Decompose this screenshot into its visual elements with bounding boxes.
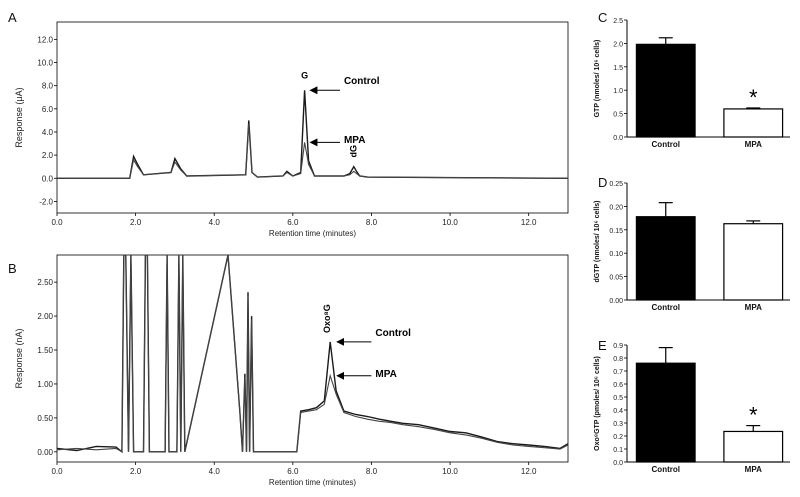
- y-tick-label: 10.0: [37, 59, 53, 68]
- panel-c: 0.0 0.5 1.0 1.5 2.0 2.5 Control MPA * GTP (nmoles…: [594, 18, 790, 149]
- y-tick-label: 6.0: [42, 105, 54, 114]
- x-tick-label: 2.0: [130, 218, 142, 227]
- y-tick-label: 2.0: [613, 41, 623, 48]
- x-tick-label: MPA: [745, 303, 762, 312]
- y-tick-label: 0.0: [613, 460, 623, 467]
- series-line-control: [57, 90, 568, 179]
- y-tick-label: 2.50: [37, 278, 53, 287]
- x-tick-label: Control: [652, 303, 680, 312]
- bar-mpa: [723, 223, 784, 301]
- x-tick-label: 12.0: [521, 467, 537, 476]
- y-tick-label: 0.0: [613, 135, 623, 142]
- x-tick-label: 8.0: [366, 467, 378, 476]
- y-tick-label: 0.5: [613, 112, 623, 119]
- annotation-label: Control: [375, 328, 411, 339]
- x-tick-label: 2.0: [130, 467, 142, 476]
- x-tick-label: 10.0: [442, 218, 458, 227]
- y-tick-label: 0.1: [613, 447, 623, 454]
- panel-a: -2.0 0.0 2.0 4.0 6.0 8.0 10.0 12.0 0.0 2.0 4.0 6.0 8…: [8, 10, 569, 238]
- bar-mpa: [723, 430, 784, 463]
- y-axis-label: Response (nA): [14, 328, 24, 388]
- y-tick-label: 2.0: [42, 151, 54, 160]
- y-tick-label: 0.15: [609, 228, 623, 235]
- panel-label-c: C: [598, 10, 607, 25]
- series-line-mpa: [57, 123, 568, 179]
- x-tick-label: 12.0: [521, 218, 537, 227]
- y-tick-label: 0.2: [613, 434, 623, 441]
- y-tick-label: 1.50: [37, 346, 53, 355]
- y-tick-label: 0.00: [609, 298, 623, 305]
- plot-frame: [56, 254, 569, 463]
- y-tick-label: 2.5: [613, 18, 623, 25]
- x-tick-label: Control: [652, 140, 680, 149]
- x-tick-label: 4.0: [209, 218, 221, 227]
- x-tick-label: 0.0: [51, 218, 63, 227]
- y-tick-label: 1.5: [613, 65, 623, 72]
- x-tick-label: 0.0: [51, 467, 63, 476]
- y-tick-label: -2.0: [39, 197, 53, 206]
- y-tick-label: 0.0: [42, 174, 54, 183]
- bar-mpa: [723, 108, 784, 138]
- x-tick-label: 10.0: [442, 467, 458, 476]
- y-tick-label: 0.4: [613, 408, 623, 415]
- x-tick-label: Control: [652, 465, 680, 474]
- peak-label: dG: [349, 145, 359, 158]
- plot-frame: [56, 21, 569, 214]
- panel-label-d: D: [598, 175, 607, 190]
- panel-e: 0.0 0.1 0.2 0.3 0.4 0.5 0.6 0.7 0.8 0.9 Control MPA…: [594, 343, 790, 474]
- x-tick-label: 6.0: [287, 218, 299, 227]
- peak-label: Oxo⁸G: [322, 304, 332, 333]
- y-tick-label: 0.7: [613, 369, 623, 376]
- panel-b: 0.00 0.50 1.00 1.50 2.00 2.50 0.0 2.0 4.0 6.0 8.0 1…: [8, 254, 569, 487]
- annotation-label: MPA: [344, 135, 365, 146]
- y-tick-label: 0.8: [613, 356, 623, 363]
- annotation-label: Control: [344, 76, 380, 87]
- x-axis-label: Retention time (minutes): [269, 229, 356, 238]
- x-tick-label: 6.0: [287, 467, 299, 476]
- y-tick-label: 1.0: [613, 88, 623, 95]
- y-axis-label: Oxo⁸GTP (pmoles/ 10⁶ cells): [594, 356, 601, 451]
- y-axis-label: Response (μA): [14, 87, 24, 147]
- y-tick-label: 0.9: [613, 343, 623, 350]
- peak-label: G: [301, 71, 308, 81]
- y-axis-label: dGTP (nmoles/ 10⁶ cells): [594, 200, 601, 282]
- y-tick-label: 0.05: [609, 275, 623, 282]
- annotation-label: MPA: [375, 369, 396, 380]
- x-tick-label: 4.0: [209, 467, 221, 476]
- panel-d: 0.00 0.05 0.10 0.15 0.20 0.25 Control MPA dGTP (…: [594, 181, 790, 312]
- y-tick-label: 0.3: [613, 421, 623, 428]
- panel-label: A: [8, 10, 17, 25]
- bar-control: [635, 362, 696, 463]
- y-tick-label: 0.10: [609, 251, 623, 258]
- y-axis-label: GTP (nmoles/ 10⁶ cells): [594, 40, 601, 118]
- y-tick-label: 4.0: [42, 128, 54, 137]
- panel-label-e: E: [598, 338, 607, 353]
- x-axis-label: Retention time (minutes): [269, 478, 356, 487]
- y-tick-label: 0.6: [613, 382, 623, 389]
- series-line-mpa: [57, 255, 568, 453]
- bar-control: [635, 216, 696, 301]
- y-tick-label: 0.5: [613, 395, 623, 402]
- y-tick-label: 0.50: [37, 414, 53, 423]
- significance-mark: *: [749, 85, 758, 110]
- panel-label: B: [8, 261, 17, 276]
- x-tick-label: 8.0: [366, 218, 378, 227]
- y-tick-label: 0.00: [37, 448, 53, 457]
- y-tick-label: 1.00: [37, 380, 53, 389]
- y-tick-label: 12.0: [37, 35, 53, 44]
- y-tick-label: 0.20: [609, 204, 623, 211]
- bar-control: [635, 43, 696, 138]
- y-tick-label: 2.00: [37, 312, 53, 321]
- x-tick-label: MPA: [745, 465, 762, 474]
- y-tick-label: 8.0: [42, 82, 54, 91]
- significance-mark: *: [749, 403, 758, 428]
- y-tick-label: 0.25: [609, 181, 623, 188]
- x-tick-label: MPA: [745, 140, 762, 149]
